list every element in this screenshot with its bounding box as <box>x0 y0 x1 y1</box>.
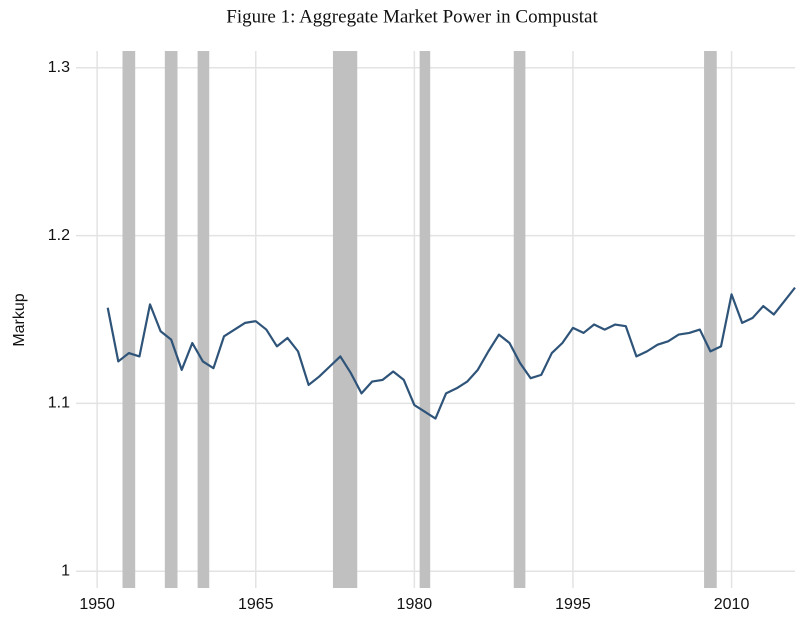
y-tick-label: 1.3 <box>48 59 70 76</box>
y-tick-label: 1.1 <box>48 395 70 412</box>
recession-band <box>164 51 178 588</box>
y-tick-label: 1.2 <box>48 227 70 244</box>
recession-band <box>513 51 526 588</box>
recession-band <box>122 51 136 588</box>
recession-band <box>197 51 210 588</box>
y-tick-label: 1 <box>61 562 70 579</box>
y-axis-label: Markup <box>11 293 28 346</box>
x-tick-label: 1965 <box>238 596 274 613</box>
recession-band <box>704 51 717 588</box>
x-tick-label: 1950 <box>79 596 115 613</box>
markup-line <box>106 286 796 420</box>
x-tick-label: 1980 <box>397 596 433 613</box>
x-tick-label: 1995 <box>555 596 591 613</box>
x-tick-label: 2010 <box>714 596 750 613</box>
recession-band <box>332 51 358 588</box>
recession-band <box>419 51 431 588</box>
chart-title: Figure 1: Aggregate Market Power in Comp… <box>226 6 598 27</box>
